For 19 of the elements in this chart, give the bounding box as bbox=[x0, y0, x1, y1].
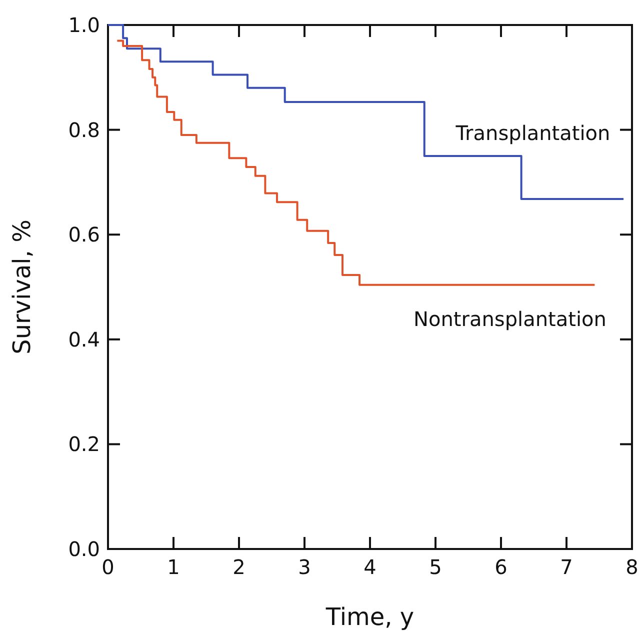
x-tick-label: 1 bbox=[167, 555, 180, 579]
x-tick-label: 8 bbox=[626, 555, 638, 579]
y-tick-label: 0.0 bbox=[68, 537, 100, 561]
x-tick-label: 5 bbox=[429, 555, 442, 579]
y-tick-label: 1.0 bbox=[68, 13, 100, 37]
x-tick-label: 3 bbox=[298, 555, 311, 579]
y-tick-label: 0.2 bbox=[68, 432, 100, 456]
y-tick-label: 0.4 bbox=[68, 327, 100, 352]
y-axis-title: Survival, % bbox=[8, 220, 36, 354]
series-label: Nontransplantation bbox=[414, 307, 606, 331]
x-tick-label: 7 bbox=[560, 555, 573, 579]
x-tick-label: 0 bbox=[102, 555, 114, 579]
x-axis-title: Time, y bbox=[324, 603, 414, 631]
y-tick-label: 0.6 bbox=[68, 222, 100, 247]
x-tick-label: 2 bbox=[232, 555, 246, 579]
x-tick-label: 4 bbox=[364, 555, 376, 579]
y-tick-label: 0.8 bbox=[68, 118, 100, 142]
x-tick-label: 6 bbox=[494, 555, 508, 579]
series-label: Transplantation bbox=[454, 121, 610, 145]
